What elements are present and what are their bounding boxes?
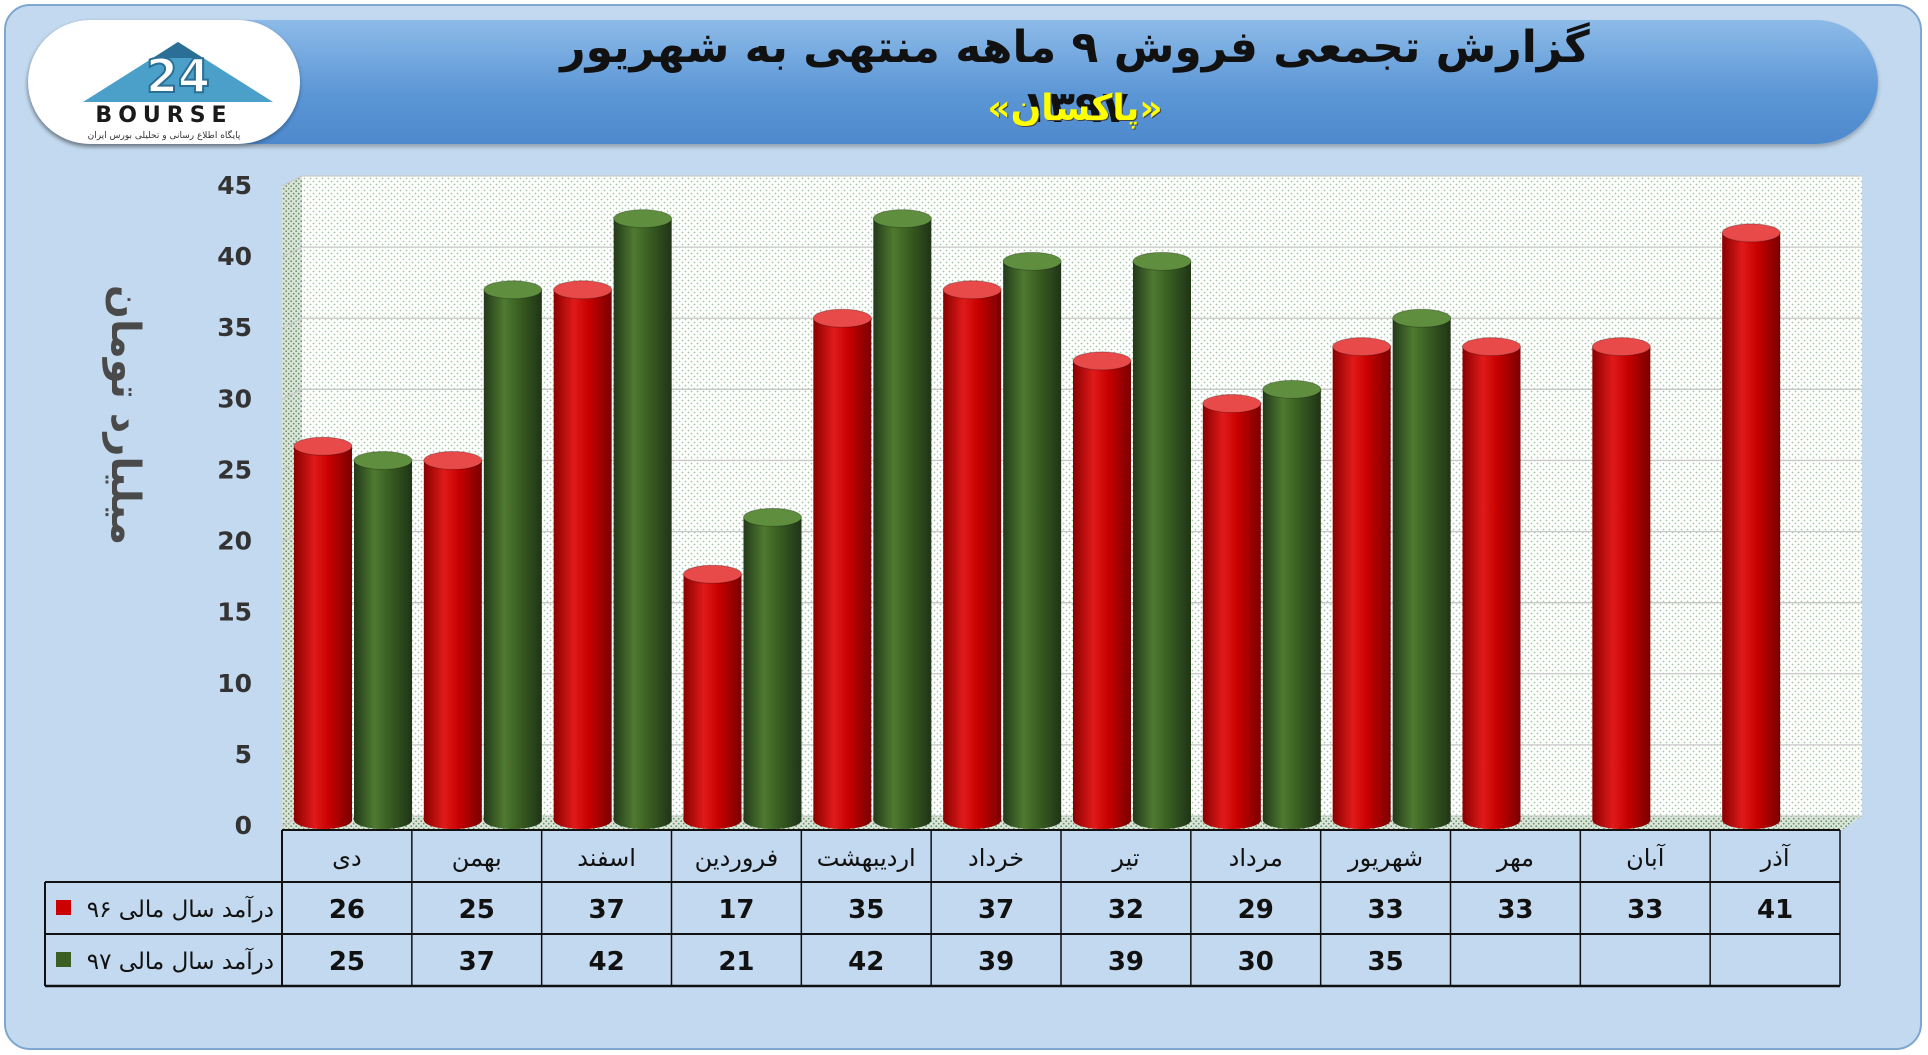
y-tick-label: 45 bbox=[217, 171, 252, 200]
legend-series-name: درآمد سال مالی ۹۷ bbox=[87, 947, 274, 975]
legend-marker bbox=[56, 952, 71, 967]
data-table: دی بهمن اسفند فروردین اردیبهشت خرداد تیر مرداد ش… bbox=[44, 829, 1841, 988]
bar-fy96-8 bbox=[1332, 337, 1392, 829]
table-value: 25 bbox=[459, 895, 495, 925]
bar-fy96-1 bbox=[423, 450, 483, 829]
table-value: 39 bbox=[978, 947, 1014, 977]
bar-fy96-7 bbox=[1202, 394, 1262, 829]
table-value: 42 bbox=[848, 947, 884, 977]
bourse24-logo: 24 BOURSE پایگاه اطلاع رسانی و تحلیلی بو… bbox=[28, 20, 300, 144]
x-category-label: شهریور bbox=[1347, 844, 1423, 872]
y-tick-label: 10 bbox=[217, 669, 252, 698]
y-tick-label: 0 bbox=[235, 811, 252, 840]
table-value: 35 bbox=[1367, 947, 1403, 977]
title-banner bbox=[28, 20, 1878, 144]
table-value: 39 bbox=[1108, 947, 1144, 977]
x-category-label: خرداد bbox=[968, 844, 1024, 872]
legend-series-name: درآمد سال مالی ۹۶ bbox=[87, 895, 274, 923]
bar-fy96-9 bbox=[1462, 337, 1521, 829]
bourse24-logo-graphic: 24 BOURSE پایگاه اطلاع رسانی و تحلیلی بو… bbox=[83, 42, 273, 141]
x-category-label: فروردین bbox=[695, 844, 779, 872]
bar-fy97-6 bbox=[1132, 251, 1192, 829]
bar-fy96-2 bbox=[553, 280, 613, 829]
table-value: 21 bbox=[718, 947, 754, 977]
bar-fy97-0 bbox=[353, 450, 413, 829]
table-value: 29 bbox=[1238, 895, 1274, 925]
x-category-label: بهمن bbox=[452, 844, 502, 872]
chart-subtitle: «پاکسان» bbox=[987, 88, 1163, 129]
bar-fy96-4 bbox=[812, 308, 872, 829]
logo-tagline: پایگاه اطلاع رسانی و تحلیلی بورس ایران bbox=[88, 129, 241, 141]
legend-marker bbox=[56, 900, 71, 915]
x-category-label: آذر bbox=[1760, 843, 1791, 872]
bar-fy96-6 bbox=[1072, 351, 1132, 829]
table-value: 37 bbox=[588, 895, 624, 925]
bar-fy96-10 bbox=[1591, 337, 1651, 829]
x-category-label: تیر bbox=[1111, 844, 1139, 872]
x-category-label: آبان bbox=[1626, 843, 1666, 872]
svg-text:24: 24 bbox=[146, 49, 210, 103]
gridline bbox=[281, 246, 1862, 258]
table-value: 35 bbox=[848, 895, 884, 925]
table-value: 32 bbox=[1108, 895, 1144, 925]
bar-fy96-0 bbox=[293, 436, 353, 829]
bar-fy97-7 bbox=[1262, 379, 1322, 829]
bar-fy96-11 bbox=[1721, 223, 1781, 829]
table-value: 30 bbox=[1238, 947, 1274, 977]
logo-brand-text: BOURSE bbox=[95, 103, 232, 128]
bar-fy96-3 bbox=[683, 564, 742, 829]
bar-fy97-3 bbox=[743, 507, 802, 829]
y-tick-labels: 0 5 10 15 20 25 30 35 40 45 bbox=[217, 171, 252, 840]
x-category-label: اردیبهشت bbox=[817, 844, 916, 872]
table-value: 41 bbox=[1757, 895, 1793, 925]
y-tick-label: 15 bbox=[217, 598, 252, 627]
x-category-label: مهر bbox=[1496, 844, 1534, 872]
y-tick-label: 35 bbox=[217, 313, 252, 342]
table-value: 42 bbox=[588, 947, 624, 977]
bar-fy97-2 bbox=[613, 209, 673, 829]
table-value: 17 bbox=[718, 895, 754, 925]
y-tick-label: 5 bbox=[235, 740, 252, 769]
table-value: 33 bbox=[1627, 895, 1663, 925]
y-tick-label: 40 bbox=[217, 242, 252, 271]
table-value: 25 bbox=[329, 947, 365, 977]
bar-fy97-5 bbox=[1002, 251, 1062, 829]
y-tick-label: 30 bbox=[217, 384, 252, 413]
table-value: 33 bbox=[1367, 895, 1403, 925]
chart-title: گزارش تجمعی فروش ۹ ماهه منتهی به شهریور … bbox=[560, 22, 1590, 133]
table-value: 37 bbox=[978, 895, 1014, 925]
bar-fy97-8 bbox=[1392, 308, 1452, 829]
table-value: 37 bbox=[459, 947, 495, 977]
gridline bbox=[281, 175, 1862, 187]
table-value: 26 bbox=[329, 895, 365, 925]
x-category-label: اسفند bbox=[577, 844, 636, 872]
bar-fy96-5 bbox=[942, 280, 1002, 829]
y-tick-label: 20 bbox=[217, 527, 252, 556]
y-tick-label: 25 bbox=[217, 455, 252, 484]
bar-fy97-4 bbox=[872, 209, 932, 829]
gridline bbox=[281, 317, 1862, 329]
table-value: 33 bbox=[1497, 895, 1533, 925]
bars bbox=[293, 209, 1781, 829]
bar-fy97-1 bbox=[483, 280, 543, 829]
x-category-label: دی bbox=[332, 844, 361, 872]
x-category-label: مرداد bbox=[1229, 844, 1283, 872]
